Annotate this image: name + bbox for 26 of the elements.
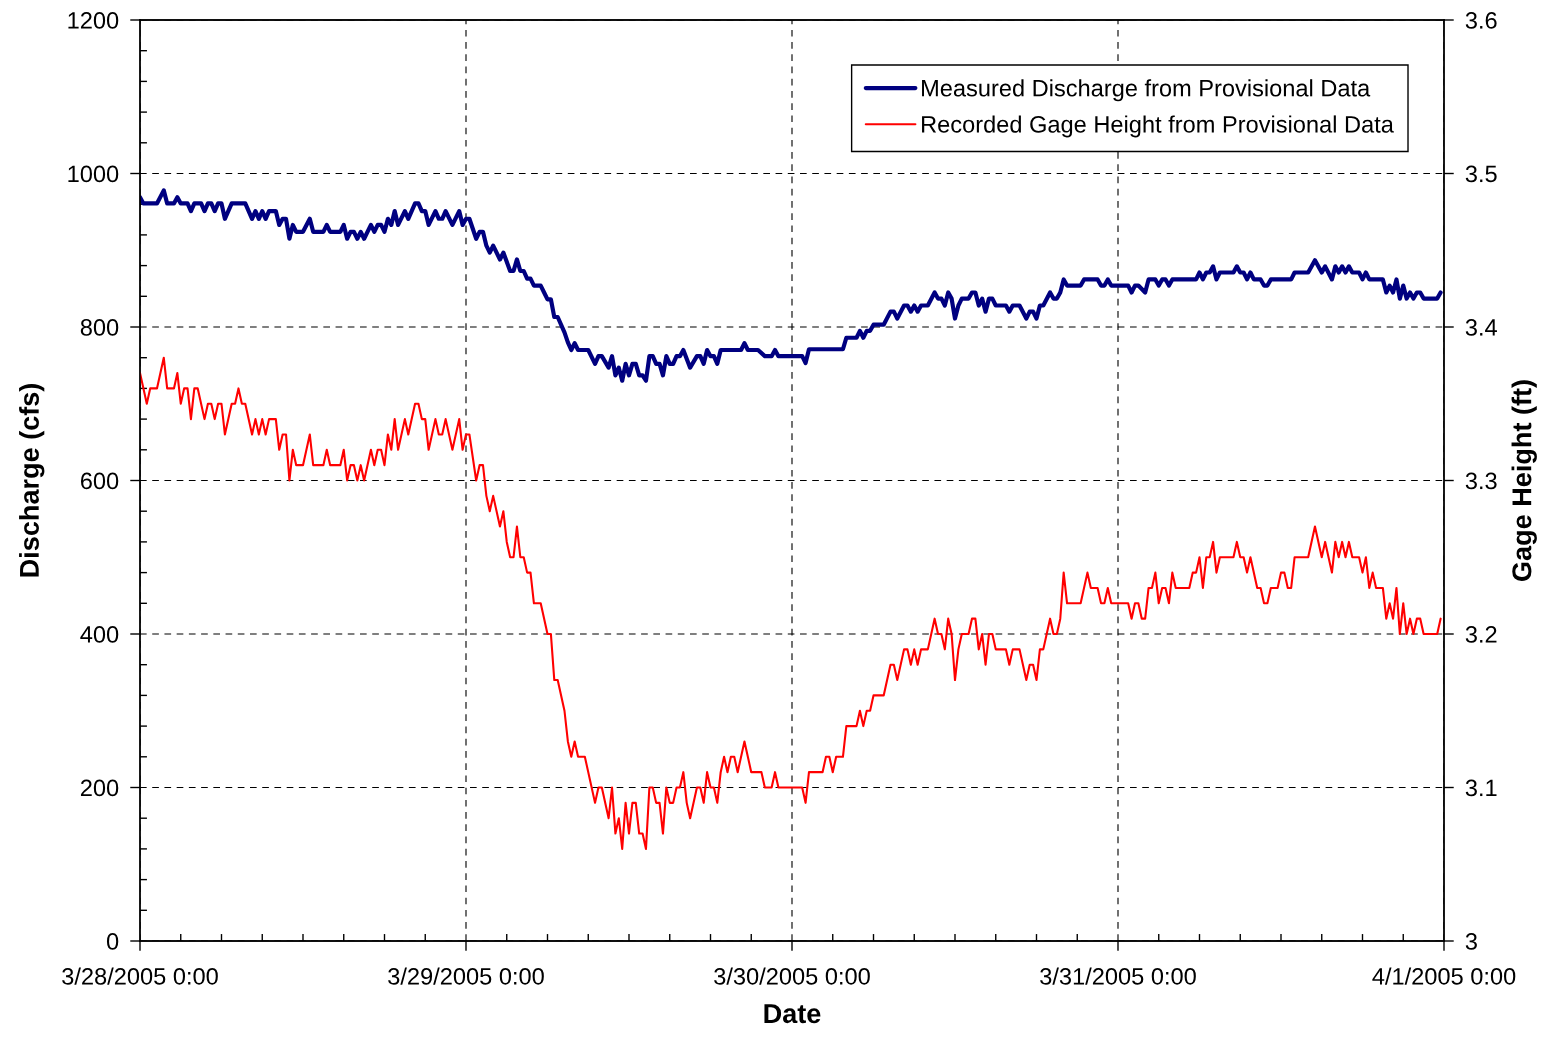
x-axis-title: Date <box>764 1004 821 1024</box>
x-tick-label: 4/1/2005 0:00 <box>1372 967 1516 985</box>
y-tick-label: 1000 <box>68 165 119 183</box>
x-tick-label: 3/31/2005 0:00 <box>1040 967 1196 985</box>
line-series <box>140 356 1442 850</box>
y2-tick-label: 3.2 <box>1465 626 1497 643</box>
y-tick-label: 200 <box>80 779 119 797</box>
y2-tick-label: 3.4 <box>1465 319 1497 336</box>
y-tick-label: 800 <box>80 319 119 336</box>
y2-tick-label: 3.3 <box>1465 472 1497 490</box>
legend-label: Measured Discharge from Provisional Data <box>922 79 1371 102</box>
y-tick-label: 600 <box>80 472 119 490</box>
x-tick-label: 3/30/2005 0:00 <box>714 967 870 985</box>
y2-tick-label: 3.1 <box>1465 779 1497 797</box>
y-tick-label: 0 <box>106 933 119 950</box>
y2-tick-label: 3.6 <box>1465 12 1497 29</box>
y2-axis-title: Gage Height (ft) <box>1511 380 1537 581</box>
y-tick-label: 1200 <box>68 12 119 29</box>
y2-tick-label: 3 <box>1465 933 1477 950</box>
legend-label: Recorded Gage Height from Provisional Data <box>922 115 1394 138</box>
line-series <box>140 188 1443 383</box>
y2-tick-label: 3.5 <box>1465 165 1497 183</box>
x-tick-label: 3/29/2005 0:00 <box>388 967 544 985</box>
y-tick-label: 400 <box>80 626 119 643</box>
x-tick-label: 3/28/2005 0:00 <box>62 967 218 985</box>
y-axis-title: Discharge (cfs) <box>19 384 45 577</box>
